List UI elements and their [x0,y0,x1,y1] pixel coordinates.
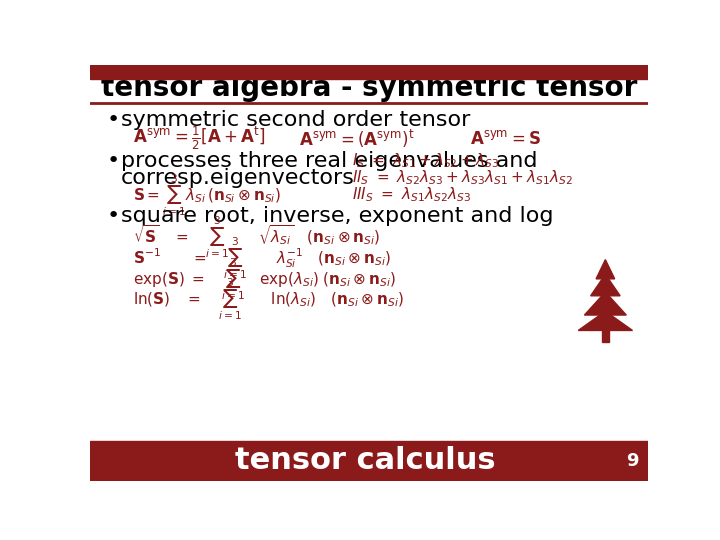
Text: tensor algebra - symmetric tensor: tensor algebra - symmetric tensor [101,74,637,102]
Text: corresp.eigenvectors: corresp.eigenvectors [121,168,355,188]
Text: $\mathbf{A}^{\mathrm{sym}} = \mathbf{S}$: $\mathbf{A}^{\mathrm{sym}} = \mathbf{S}$ [469,130,541,148]
Text: square root, inverse, exponent and log: square root, inverse, exponent and log [121,206,554,226]
Text: •: • [107,206,120,226]
Polygon shape [590,274,620,296]
Polygon shape [585,292,626,315]
Text: $I_S \ = \ \lambda_{S1} + \lambda_{S2} + \lambda_{S3}$: $I_S \ = \ \lambda_{S1} + \lambda_{S2} +… [352,152,500,171]
Text: $\ln\!\left(\mathbf{S}\right) \quad = \quad \sum_{i=1}^{3} \qquad \ln\!\left(\la: $\ln\!\left(\mathbf{S}\right) \quad = \q… [132,277,404,322]
Text: $III_S \ = \ \lambda_{S1}\lambda_{S2}\lambda_{S3}$: $III_S \ = \ \lambda_{S1}\lambda_{S2}\la… [352,186,471,204]
Text: $\mathbf{A}^{\mathrm{sym}} = \left(\mathbf{A}^{\mathrm{sym}}\right)^{\mathrm{t}}: $\mathbf{A}^{\mathrm{sym}} = \left(\math… [300,127,415,150]
Text: symmetric second order tensor: symmetric second order tensor [121,110,470,130]
Text: tensor calculus: tensor calculus [235,446,495,475]
Bar [90,65,648,79]
Text: $\mathbf{S} = \sum_{i=1}^{3} \lambda_{Si}\,\left(\mathbf{n}_{Si} \otimes \mathbf: $\mathbf{S} = \sum_{i=1}^{3} \lambda_{Si… [132,172,281,218]
Text: $\exp\!\left(\mathbf{S}\right) \; = \quad \sum_{i=1}^{3} \quad \exp\!\left(\lamb: $\exp\!\left(\mathbf{S}\right) \; = \qua… [132,256,396,302]
Text: •: • [107,110,120,130]
Polygon shape [601,330,609,342]
Polygon shape [596,260,615,279]
Polygon shape [578,311,632,330]
Text: 9: 9 [626,451,639,470]
Text: $\mathbf{A}^{\mathrm{sym}} = \frac{1}{2}\left[\mathbf{A} + \mathbf{A}^{\mathrm{t: $\mathbf{A}^{\mathrm{sym}} = \frac{1}{2}… [132,125,265,152]
Text: $II_S \ = \ \lambda_{S2}\lambda_{S3} + \lambda_{S3}\lambda_{S1} + \lambda_{S1}\l: $II_S \ = \ \lambda_{S2}\lambda_{S3} + \… [352,168,573,187]
Text: •: • [107,151,120,171]
Text: processes three real eigenvalues and: processes three real eigenvalues and [121,151,538,171]
Bar [90,441,648,481]
Text: $\sqrt{\mathbf{S}} \quad = \quad \sum_{i=1}^{3} \qquad \sqrt{\lambda_{Si}} \quad: $\sqrt{\mathbf{S}} \quad = \quad \sum_{i… [132,214,380,260]
Text: $\mathbf{S}^{-1} \qquad = \quad \sum_{i=1}^{3} \qquad \lambda_{Si}^{-1} \quad \l: $\mathbf{S}^{-1} \qquad = \quad \sum_{i=… [132,235,391,281]
